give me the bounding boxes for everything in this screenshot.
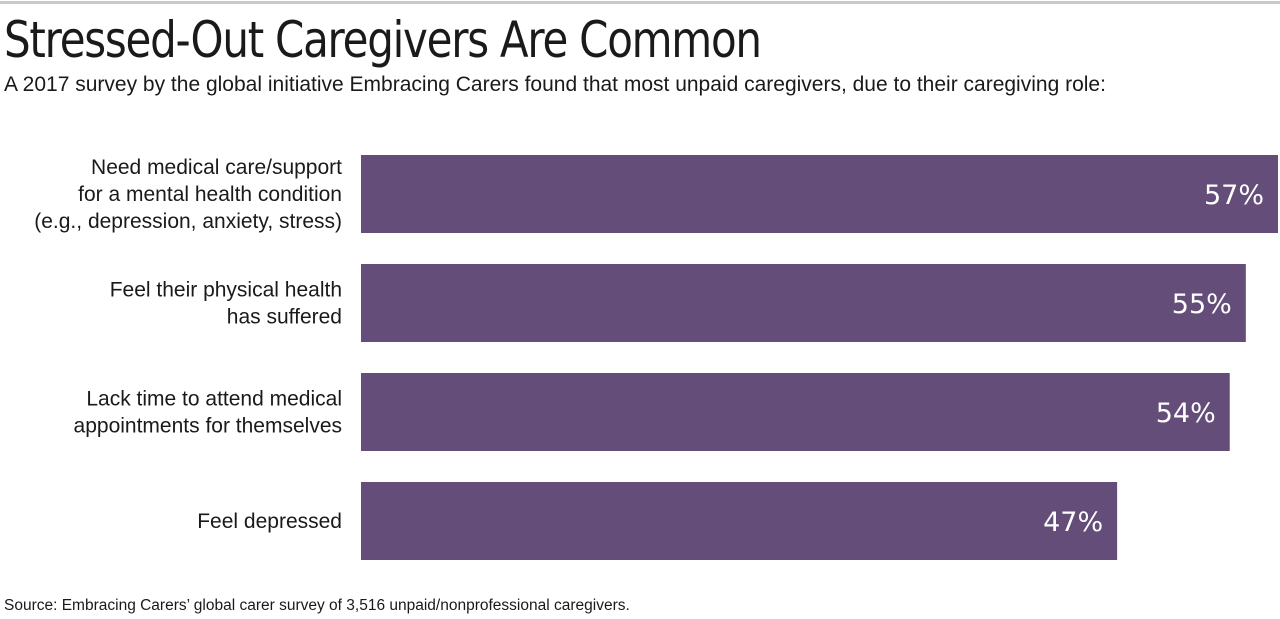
bar-4	[361, 482, 1118, 560]
category-label-line: (e.g., depression, anxiety, stress)	[34, 210, 342, 233]
category-label-2: Feel their physical health has suffered	[110, 279, 342, 329]
bar-value-label-4: 47%	[1043, 507, 1103, 538]
chart-subtitle: A 2017 survey by the global initiative E…	[4, 73, 1106, 96]
category-label-1: Need medical care/support for a mental he…	[34, 156, 342, 233]
bar-3	[361, 373, 1230, 451]
bar-2	[361, 264, 1246, 342]
bar-value-label-2: 55%	[1172, 289, 1232, 320]
bar-value-label-1: 57%	[1204, 180, 1264, 211]
category-label-4: Feel depressed	[197, 510, 342, 533]
category-label-line: Feel depressed	[197, 510, 342, 533]
source-note: Source: Embracing Carers’ global carer s…	[4, 597, 630, 614]
category-label-line: has suffered	[227, 306, 342, 329]
category-label-line: for a mental health condition	[78, 183, 342, 206]
bar-value-label-3: 54%	[1156, 398, 1216, 429]
chart-title: Stressed-Out Caregivers Are Common	[4, 11, 762, 69]
category-label-line: Feel their physical health	[110, 279, 342, 302]
category-label-line: appointments for themselves	[74, 415, 342, 438]
bar-1	[361, 155, 1278, 233]
category-label-line: Lack time to attend medical	[86, 388, 342, 411]
category-label-3: Lack time to attend medical appointments …	[74, 388, 342, 438]
top-rule	[0, 1, 1280, 4]
category-label-line: Need medical care/support	[91, 156, 342, 179]
